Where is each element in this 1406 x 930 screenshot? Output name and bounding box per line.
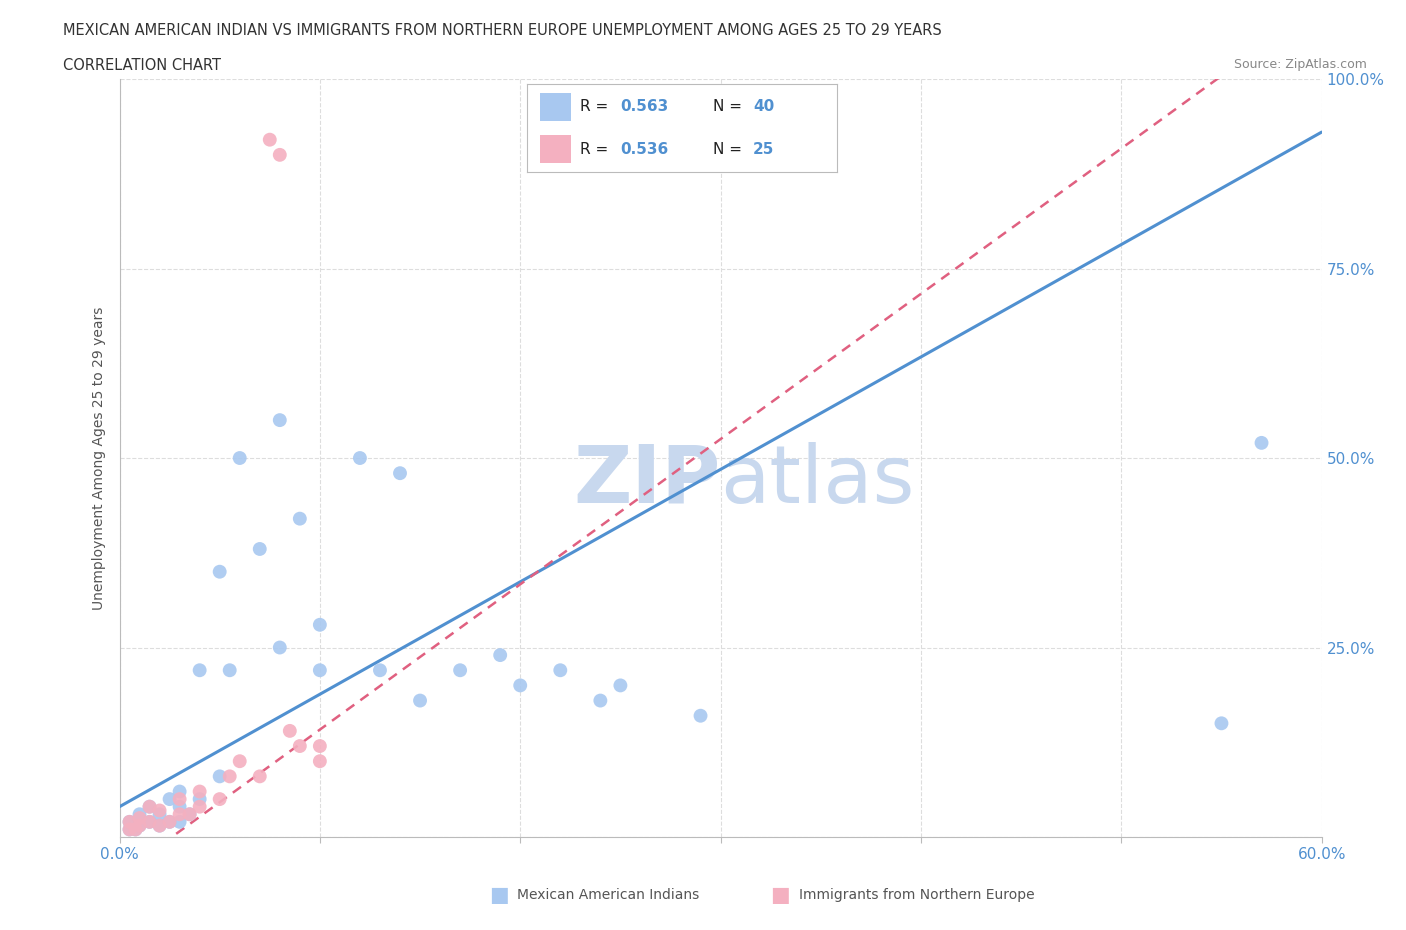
Point xyxy=(118,822,141,837)
Point xyxy=(309,738,332,753)
Point xyxy=(179,807,201,822)
Point xyxy=(228,451,252,466)
Point xyxy=(288,512,311,526)
Point xyxy=(349,451,371,466)
Point xyxy=(249,769,271,784)
Point xyxy=(208,565,231,579)
Text: 0.536: 0.536 xyxy=(620,141,668,156)
Y-axis label: Unemployment Among Ages 25 to 29 years: Unemployment Among Ages 25 to 29 years xyxy=(93,306,107,610)
Point xyxy=(388,466,412,481)
Point xyxy=(218,769,240,784)
Text: atlas: atlas xyxy=(720,442,915,520)
Point xyxy=(159,815,181,830)
Point xyxy=(128,811,150,826)
Point xyxy=(188,791,211,806)
FancyBboxPatch shape xyxy=(540,93,571,121)
Point xyxy=(169,791,191,806)
FancyBboxPatch shape xyxy=(540,135,571,164)
Text: N =: N = xyxy=(713,100,747,114)
Point xyxy=(149,818,172,833)
Point xyxy=(309,618,332,632)
Point xyxy=(609,678,631,693)
Point xyxy=(138,815,160,830)
Point xyxy=(278,724,301,738)
Point xyxy=(128,818,150,833)
Point xyxy=(269,148,291,163)
Text: ZIP: ZIP xyxy=(574,442,720,520)
Text: ■: ■ xyxy=(489,884,509,905)
Point xyxy=(449,663,471,678)
Point xyxy=(550,663,572,678)
Text: 40: 40 xyxy=(754,100,775,114)
Point xyxy=(218,663,240,678)
Point xyxy=(188,799,211,814)
Point xyxy=(149,807,172,822)
Point xyxy=(149,803,172,817)
Point xyxy=(138,815,160,830)
Text: N =: N = xyxy=(713,141,747,156)
Point xyxy=(169,815,191,830)
Point xyxy=(169,784,191,799)
Text: Immigrants from Northern Europe: Immigrants from Northern Europe xyxy=(799,887,1035,902)
Point xyxy=(179,807,201,822)
Point xyxy=(589,693,612,708)
Point xyxy=(118,815,141,830)
Text: CORRELATION CHART: CORRELATION CHART xyxy=(63,58,221,73)
Point xyxy=(208,769,231,784)
Point xyxy=(1250,435,1272,450)
Point xyxy=(368,663,391,678)
Point xyxy=(188,784,211,799)
Point xyxy=(128,807,150,822)
Point xyxy=(249,541,271,556)
Text: R =: R = xyxy=(579,100,613,114)
Point xyxy=(489,647,512,662)
Point xyxy=(169,807,191,822)
Point xyxy=(288,738,311,753)
Point xyxy=(509,678,531,693)
Text: 0.563: 0.563 xyxy=(620,100,668,114)
Point xyxy=(138,799,160,814)
Point xyxy=(309,753,332,768)
Point xyxy=(689,709,711,724)
Text: 25: 25 xyxy=(754,141,775,156)
Point xyxy=(118,822,141,837)
Point xyxy=(1211,716,1233,731)
Text: Mexican American Indians: Mexican American Indians xyxy=(517,887,700,902)
Point xyxy=(124,822,146,837)
Text: ■: ■ xyxy=(770,884,790,905)
Point xyxy=(269,413,291,428)
Point xyxy=(169,799,191,814)
Point xyxy=(128,818,150,833)
Text: Source: ZipAtlas.com: Source: ZipAtlas.com xyxy=(1233,58,1367,71)
Point xyxy=(269,640,291,655)
Point xyxy=(259,132,281,147)
Point xyxy=(118,815,141,830)
Point xyxy=(409,693,432,708)
Text: R =: R = xyxy=(579,141,613,156)
Point xyxy=(159,815,181,830)
Point xyxy=(159,791,181,806)
Point xyxy=(208,791,231,806)
Point xyxy=(228,753,252,768)
Point xyxy=(124,822,146,837)
Point xyxy=(138,799,160,814)
Point xyxy=(188,663,211,678)
Text: MEXICAN AMERICAN INDIAN VS IMMIGRANTS FROM NORTHERN EUROPE UNEMPLOYMENT AMONG AG: MEXICAN AMERICAN INDIAN VS IMMIGRANTS FR… xyxy=(63,23,942,38)
Point xyxy=(309,663,332,678)
Point xyxy=(149,818,172,833)
